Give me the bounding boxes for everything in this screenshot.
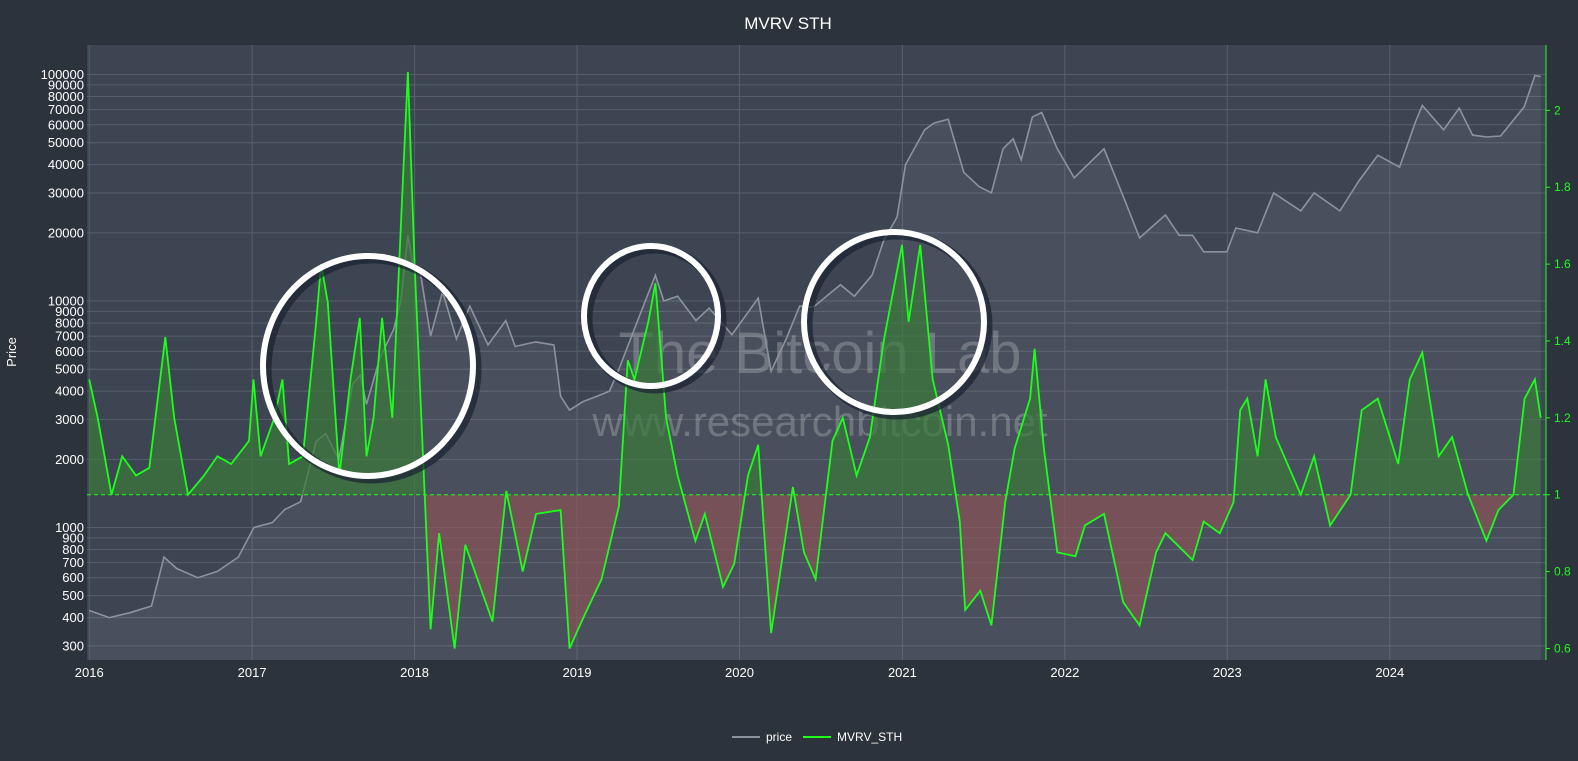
- y-tick-label: 300: [62, 638, 84, 653]
- y-tick-label: 3000: [55, 412, 84, 427]
- axes: 2016 2017 2018 2019 2020 2021 2022 2023 2024 1000…: [41, 45, 1571, 680]
- y2-tick-label: 1.2: [1554, 411, 1571, 425]
- x-tick-label: 2020: [725, 665, 754, 680]
- x-tick-label: 2021: [888, 665, 917, 680]
- y-tick-label: 100000: [41, 67, 84, 82]
- y-tick-label: 800: [62, 542, 84, 557]
- y-tick-label: 900: [62, 530, 84, 545]
- y-tick-label: 70000: [48, 102, 84, 117]
- y-tick-label: 500: [62, 588, 84, 603]
- x-tick-label: 2018: [400, 665, 429, 680]
- legend: price MVRV_STH: [732, 730, 902, 744]
- y2-tick-label: 0.6: [1554, 641, 1571, 655]
- y-tick-label: 4000: [55, 384, 84, 399]
- y-tick-label: 700: [62, 555, 84, 570]
- y-tick-label: 50000: [48, 135, 84, 150]
- y-tick-label: 600: [62, 570, 84, 585]
- y2-tick-label: 0.8: [1554, 565, 1571, 579]
- x-tick-label: 2019: [563, 665, 592, 680]
- y-tick-label: 8000: [55, 315, 84, 330]
- y2-tick-label: 1.8: [1554, 180, 1571, 194]
- y2-tick-label: 2: [1554, 103, 1561, 117]
- x-tick-label: 2024: [1375, 665, 1404, 680]
- y-axis-label: Price: [4, 337, 19, 367]
- mvrv-fill-below: [89, 494, 1541, 649]
- mvrv-line: [88, 71, 1542, 649]
- y-tick-label: 20000: [48, 225, 84, 240]
- y-tick-label: 60000: [48, 117, 84, 132]
- y-tick-label: 7000: [55, 329, 84, 344]
- chart-title: MVRV STH: [744, 14, 832, 33]
- y-tick-label: 30000: [48, 185, 84, 200]
- y2-tick-label: 1: [1554, 488, 1561, 502]
- annotation-circle: [801, 229, 987, 415]
- mvrv-series: [87, 71, 1546, 649]
- y-tick-label: 6000: [55, 344, 84, 359]
- y-tick-label: 5000: [55, 362, 84, 377]
- y-tick-label: 1000: [55, 520, 84, 535]
- y-tick-label: 40000: [48, 157, 84, 172]
- y-tick-label: 400: [62, 610, 84, 625]
- legend-price-label: price: [766, 730, 792, 744]
- y-tick-label: 10000: [48, 294, 84, 309]
- y-tick-label: 9000: [55, 304, 84, 319]
- grid-lines: [87, 45, 1546, 660]
- annotation-circle: [260, 253, 476, 479]
- annotation-circles: [260, 229, 993, 484]
- x-tick-label: 2022: [1050, 665, 1079, 680]
- annotation-circle: [581, 243, 721, 389]
- y2-tick-label: 1.4: [1554, 334, 1571, 348]
- y-tick-label: 80000: [48, 89, 84, 104]
- x-tick-label: 2023: [1213, 665, 1242, 680]
- legend-mvrv-label: MVRV_STH: [837, 730, 902, 744]
- y-tick-label: 2000: [55, 452, 84, 467]
- y2-tick-label: 1.6: [1554, 257, 1571, 271]
- x-tick-label: 2017: [238, 665, 267, 680]
- x-tick-label: 2016: [75, 665, 104, 680]
- y-tick-label: 90000: [48, 77, 84, 92]
